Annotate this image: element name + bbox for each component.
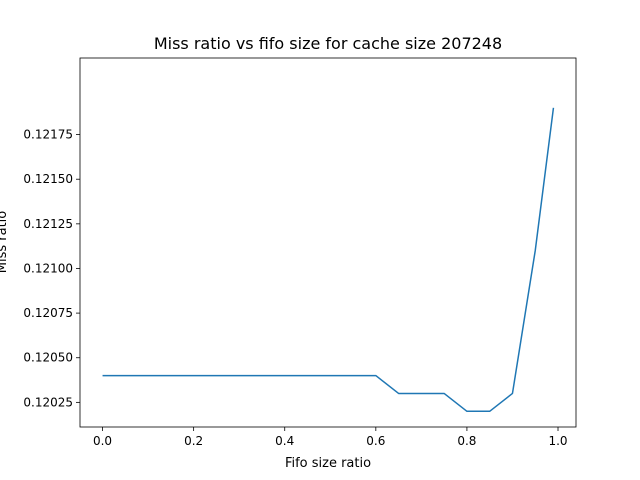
- y-tick-label: 0.12175: [23, 128, 73, 142]
- y-tick-label: 0.12125: [23, 217, 73, 231]
- x-tick-label: 1.0: [548, 434, 567, 448]
- x-tick-label: 0.2: [184, 434, 203, 448]
- x-tick-label: 0.0: [93, 434, 112, 448]
- y-tick-label: 0.12075: [23, 306, 73, 320]
- x-tick-label: 0.8: [457, 434, 476, 448]
- axes-frame: [79, 57, 577, 428]
- y-tick-label: 0.12050: [23, 351, 73, 365]
- series-line-0: [102, 107, 555, 413]
- y-tick-label: 0.12025: [23, 395, 73, 409]
- chart-title: Miss ratio vs fifo size for cache size 2…: [154, 34, 502, 53]
- y-tick-label: 0.12150: [23, 172, 73, 186]
- x-tick-label: 0.6: [366, 434, 385, 448]
- y-tick-label: 0.12100: [23, 261, 73, 275]
- x-tick-label: 0.4: [275, 434, 294, 448]
- plot-area: 0.0 0.2 0.4 0.6 0.8 1.0 0.12025 0.12050 0.12075 0…: [23, 57, 577, 448]
- x-axis-label: Fifo size ratio: [285, 456, 371, 471]
- y-axis-label: Miss ratio: [0, 211, 10, 274]
